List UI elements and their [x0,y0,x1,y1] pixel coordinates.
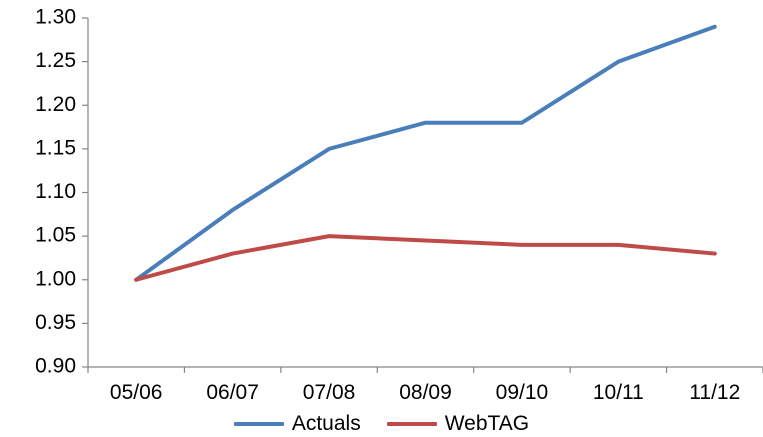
axes [87,18,763,368]
y-tick-label: 1.10 [35,180,76,203]
legend-label-actuals: Actuals [291,412,361,435]
y-axis-ticks: 0.90 0.95 1.00 1.05 1.10 1.15 1.20 1.25 1.30 [35,6,88,378]
y-tick-label: 1.20 [35,93,76,116]
series-lines [134,24,717,282]
x-tick-label: 09/10 [496,381,549,404]
x-tick-label: 05/06 [110,381,163,404]
legend-swatch-webtag [386,422,437,426]
x-tick-label: 08/09 [399,381,452,404]
y-tick-label: 0.95 [35,311,76,334]
legend: Actuals WebTAG [0,411,763,437]
legend-entry-actuals: Actuals [233,412,361,436]
series-line-webtag [134,234,717,282]
y-tick-label: 1.00 [35,267,76,290]
y-tick-label: 1.15 [35,136,76,159]
legend-entry-webtag: WebTAG [386,412,530,436]
legend-label-webtag: WebTAG [444,412,530,435]
x-tick-label: 07/08 [303,381,356,404]
x-tick-label: 06/07 [206,381,259,404]
x-tick-label: 10/11 [593,381,644,404]
y-tick-label: 1.30 [35,6,76,29]
x-tick-label: 11/12 [689,381,740,404]
y-tick-label: 0.90 [35,355,76,378]
legend-swatch-actuals [233,422,284,426]
y-tick-label: 1.25 [35,49,76,72]
x-axis-ticks: 05/06 06/07 07/08 08/09 09/10 10/11 11/12 [87,367,763,404]
y-tick-label: 1.05 [35,224,76,247]
